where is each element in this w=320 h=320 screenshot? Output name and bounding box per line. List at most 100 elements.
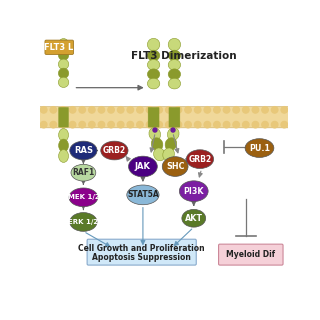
Text: Cell Growth and Proliferation: Cell Growth and Proliferation <box>78 244 205 253</box>
Text: Apoptosis Suppression: Apoptosis Suppression <box>92 253 191 262</box>
Ellipse shape <box>58 68 69 78</box>
Ellipse shape <box>58 59 69 69</box>
Ellipse shape <box>148 60 160 70</box>
Circle shape <box>79 107 85 113</box>
Text: FLT3 L: FLT3 L <box>44 43 74 52</box>
Circle shape <box>50 107 57 113</box>
FancyBboxPatch shape <box>219 244 283 265</box>
Circle shape <box>137 107 143 113</box>
Circle shape <box>137 121 143 128</box>
Circle shape <box>79 121 85 128</box>
Ellipse shape <box>162 157 188 176</box>
Circle shape <box>89 107 95 113</box>
Circle shape <box>252 121 259 128</box>
Circle shape <box>41 121 47 128</box>
Ellipse shape <box>154 148 165 161</box>
Circle shape <box>98 121 105 128</box>
Circle shape <box>223 121 230 128</box>
Ellipse shape <box>59 139 68 152</box>
Circle shape <box>41 107 47 113</box>
Circle shape <box>69 121 76 128</box>
Ellipse shape <box>58 38 69 51</box>
Ellipse shape <box>58 50 69 60</box>
Circle shape <box>271 107 278 113</box>
Ellipse shape <box>59 149 68 163</box>
Circle shape <box>165 121 172 128</box>
Circle shape <box>195 121 201 128</box>
Text: SHC: SHC <box>166 162 184 171</box>
Ellipse shape <box>148 38 160 51</box>
Ellipse shape <box>245 139 274 157</box>
Text: PI3K: PI3K <box>183 187 204 196</box>
Ellipse shape <box>148 78 160 89</box>
Circle shape <box>127 107 133 113</box>
Circle shape <box>117 121 124 128</box>
Circle shape <box>156 121 163 128</box>
Ellipse shape <box>168 60 180 70</box>
Ellipse shape <box>151 138 163 151</box>
Circle shape <box>262 107 268 113</box>
Circle shape <box>195 107 201 113</box>
Circle shape <box>204 107 211 113</box>
Text: AKT: AKT <box>185 214 203 223</box>
Circle shape <box>98 107 105 113</box>
Circle shape <box>165 107 172 113</box>
Text: GRB2: GRB2 <box>103 146 126 155</box>
FancyBboxPatch shape <box>148 108 159 127</box>
Circle shape <box>271 121 278 128</box>
Circle shape <box>262 121 268 128</box>
Circle shape <box>146 107 153 113</box>
Text: JAK: JAK <box>135 162 151 171</box>
Circle shape <box>153 128 157 132</box>
Circle shape <box>281 107 287 113</box>
Ellipse shape <box>101 141 128 160</box>
Circle shape <box>185 121 191 128</box>
Circle shape <box>233 121 239 128</box>
Text: STAT5A: STAT5A <box>127 190 159 199</box>
Ellipse shape <box>168 50 180 61</box>
Ellipse shape <box>186 150 214 169</box>
Text: MEK 1/2: MEK 1/2 <box>68 194 99 200</box>
Circle shape <box>175 107 182 113</box>
FancyBboxPatch shape <box>169 108 180 127</box>
Circle shape <box>252 107 259 113</box>
Text: Myeloid Dif: Myeloid Dif <box>226 250 276 259</box>
Ellipse shape <box>168 38 180 51</box>
Circle shape <box>281 121 287 128</box>
FancyBboxPatch shape <box>87 239 196 265</box>
Ellipse shape <box>165 138 177 151</box>
Circle shape <box>185 107 191 113</box>
Circle shape <box>60 121 66 128</box>
Ellipse shape <box>70 212 97 231</box>
Circle shape <box>89 121 95 128</box>
FancyBboxPatch shape <box>39 107 289 128</box>
Ellipse shape <box>71 164 96 181</box>
Text: ERK 1/2: ERK 1/2 <box>68 219 99 225</box>
Circle shape <box>204 121 211 128</box>
FancyBboxPatch shape <box>59 108 68 127</box>
Circle shape <box>233 107 239 113</box>
Text: GRB2: GRB2 <box>188 155 212 164</box>
Ellipse shape <box>168 69 180 80</box>
Circle shape <box>146 121 153 128</box>
Circle shape <box>108 107 114 113</box>
Circle shape <box>175 121 182 128</box>
Circle shape <box>127 121 133 128</box>
Circle shape <box>117 107 124 113</box>
Ellipse shape <box>180 181 208 202</box>
Circle shape <box>171 128 175 132</box>
Circle shape <box>108 121 114 128</box>
Ellipse shape <box>59 129 68 141</box>
Ellipse shape <box>58 77 69 87</box>
Text: RAF1: RAF1 <box>72 168 94 177</box>
Circle shape <box>60 107 66 113</box>
Circle shape <box>69 107 76 113</box>
Text: FLT3 Dimerization: FLT3 Dimerization <box>131 51 237 61</box>
Ellipse shape <box>168 78 180 89</box>
Ellipse shape <box>163 148 174 161</box>
Ellipse shape <box>129 156 157 177</box>
Ellipse shape <box>149 128 161 140</box>
FancyBboxPatch shape <box>45 40 74 54</box>
Ellipse shape <box>127 185 159 205</box>
Ellipse shape <box>182 209 206 227</box>
